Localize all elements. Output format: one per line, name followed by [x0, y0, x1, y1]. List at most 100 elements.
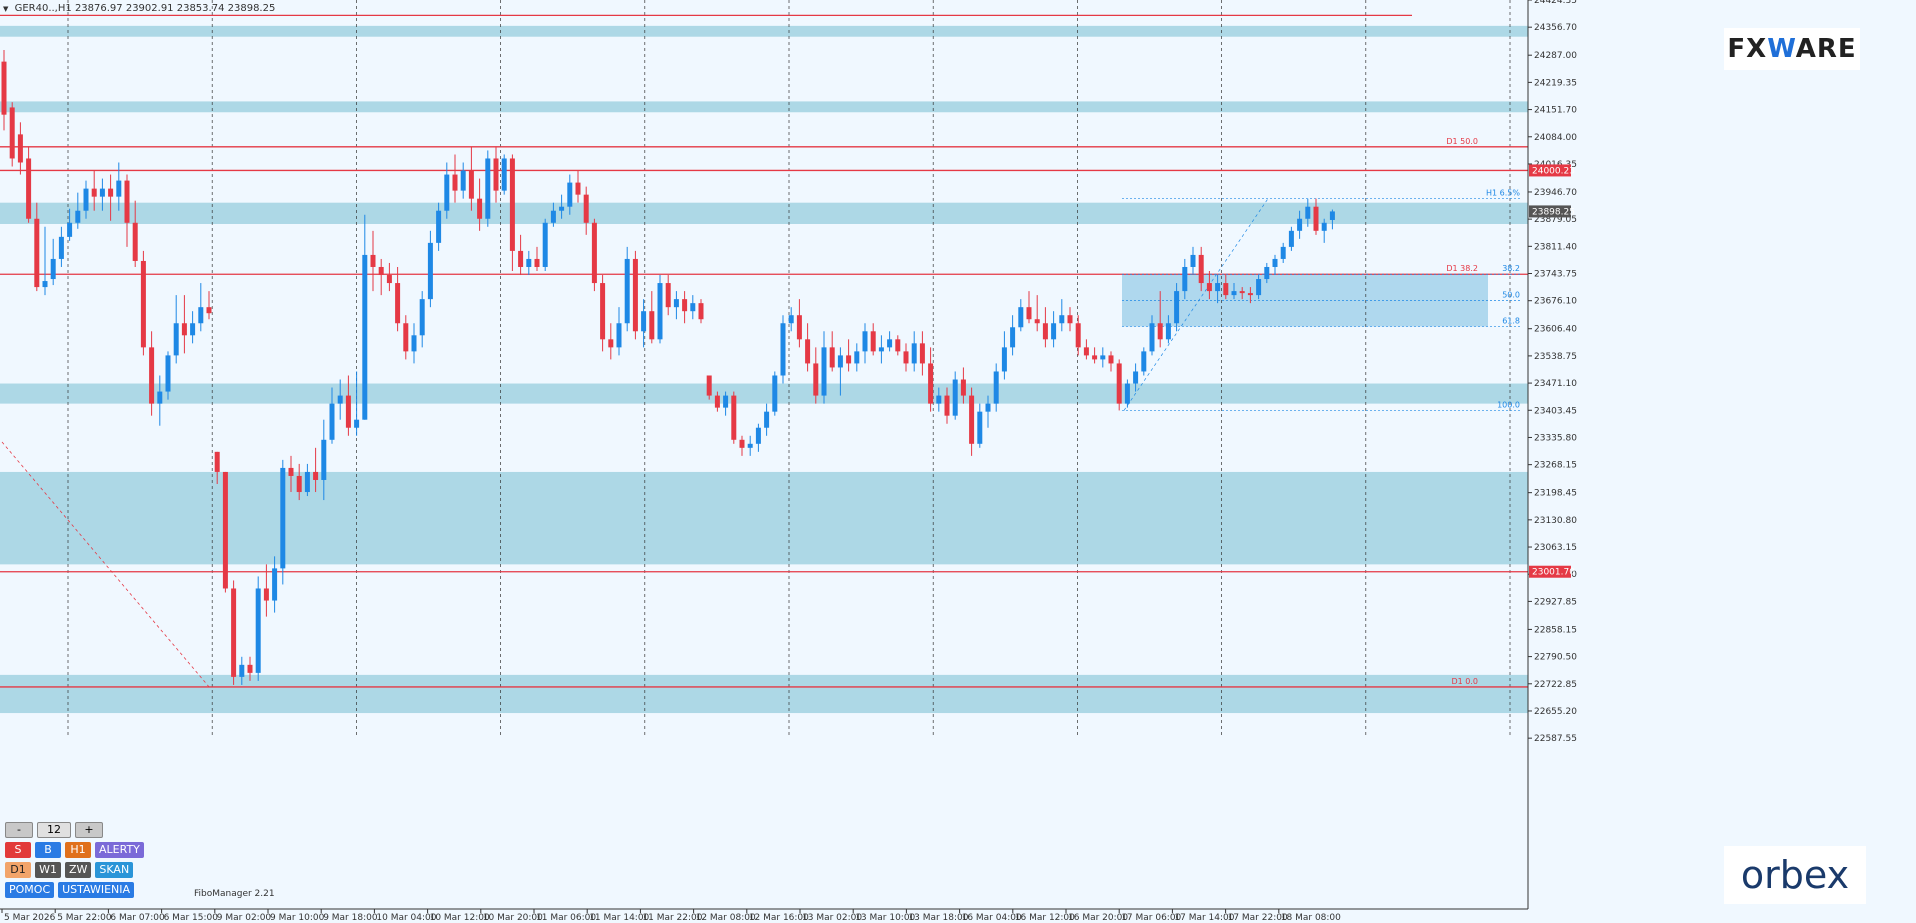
bull-candle — [862, 331, 868, 352]
bear-candle — [534, 258, 540, 267]
time-tick-label: 11 Mar 14:00 — [589, 913, 649, 923]
price-axis-background — [1528, 0, 1916, 923]
time-tick-label: 9 Mar 02:00 — [217, 913, 272, 923]
bear-candle — [649, 311, 655, 340]
bear-candle — [181, 323, 187, 336]
price-tick-label: 22722.85 — [1534, 680, 1577, 690]
zw-button[interactable]: ZW — [65, 862, 92, 878]
bull-candle — [764, 411, 770, 428]
bear-candle — [1092, 355, 1098, 360]
orbex-logo-text: orbex — [1740, 853, 1850, 897]
bull-candle — [67, 222, 73, 237]
decrease-button[interactable]: - — [5, 822, 33, 838]
increase-button[interactable]: + — [75, 822, 103, 838]
bear-candle — [805, 339, 811, 364]
time-tick-label: 16 Mar 04:00 — [962, 913, 1022, 923]
price-tick-label: 23063.15 — [1534, 543, 1577, 553]
fib-level-label: 61.8 — [1502, 316, 1520, 325]
bear-candle — [1042, 323, 1048, 340]
level-label: D1 38.2 — [1446, 264, 1478, 273]
bear-candle — [583, 194, 589, 223]
bull-candle — [42, 281, 48, 288]
price-tick-label: 22790.50 — [1534, 653, 1577, 663]
bull-candle — [1264, 266, 1270, 280]
price-tick-label: 23811.40 — [1534, 242, 1577, 252]
h1-timeframe-button[interactable]: H1 — [65, 842, 91, 858]
bear-candle — [386, 275, 392, 284]
bull-candle — [50, 258, 56, 280]
bear-candle — [9, 107, 15, 159]
bull-candle — [747, 443, 753, 448]
price-tick-label: 23130.80 — [1534, 516, 1577, 526]
fib-level-label: H1 6.5% — [1486, 189, 1520, 198]
time-axis: 5 Mar 2026 5 Mar 22:006 Mar 07:006 Mar 15… — [0, 908, 1528, 923]
bull-candle — [542, 222, 548, 267]
bull-candle — [1182, 266, 1188, 292]
bear-candle — [493, 158, 499, 191]
bull-candle — [501, 158, 507, 191]
fib-trend-line — [1123, 198, 1269, 411]
bear-candle — [944, 395, 950, 416]
chart-header: ▼ GER40..,H1 23876.97 23902.91 23853.74 … — [3, 3, 275, 14]
bear-candle — [1075, 323, 1081, 348]
bull-candle — [329, 403, 335, 440]
bear-candle — [600, 283, 606, 340]
stepper-value[interactable]: 12 — [37, 822, 71, 838]
bull-candle — [821, 347, 827, 396]
bull-candle — [1165, 323, 1171, 340]
time-tick-label: 12 Mar 16:00 — [749, 913, 809, 923]
price-tick-label: 22655.20 — [1534, 707, 1577, 717]
symbol-label: GER40..,H1 — [14, 3, 72, 14]
price-tick-label: 23538.75 — [1534, 352, 1577, 362]
bull-candle — [411, 335, 417, 352]
price-tick-label: 23743.75 — [1534, 270, 1577, 280]
bear-candle — [477, 198, 483, 219]
time-tick-label: 5 Mar 2026 — [4, 913, 56, 923]
w1-timeframe-button[interactable]: W1 — [35, 862, 61, 878]
bull-candle — [977, 411, 983, 444]
bull-candle — [190, 323, 196, 336]
price-tick-label: 24424.35 — [1534, 0, 1577, 6]
time-tick-label: 17 Mar 14:00 — [1174, 913, 1234, 923]
d1-timeframe-button[interactable]: D1 — [5, 862, 31, 878]
price-tick-label: 24219.35 — [1534, 78, 1577, 88]
bear-candle — [706, 375, 712, 396]
bull-candle — [1001, 347, 1007, 372]
time-tick-label: 13 Mar 02:00 — [802, 913, 862, 923]
bull-candle — [1288, 230, 1294, 247]
price-tick-label: 22858.15 — [1534, 625, 1577, 635]
bear-candle — [288, 467, 294, 476]
bull-candle — [788, 315, 794, 324]
button-row-1: S B H1 ALERTY — [5, 842, 144, 858]
bear-candle — [214, 451, 220, 472]
time-tick-label: 16 Mar 12:00 — [1015, 913, 1075, 923]
bear-candle — [960, 379, 966, 396]
bear-candle — [1116, 363, 1122, 404]
bear-candle — [632, 258, 638, 332]
price-tick-label: 24151.70 — [1534, 106, 1577, 116]
alerts-button[interactable]: ALERTY — [95, 842, 144, 858]
bear-candle — [263, 588, 269, 601]
settings-button[interactable]: USTAWIENIA — [58, 882, 135, 898]
bear-candle — [1157, 323, 1163, 340]
bear-candle — [1313, 206, 1319, 231]
sell-button[interactable]: S — [5, 842, 31, 858]
price-tick-label: 23471.10 — [1534, 379, 1577, 389]
bear-candle — [1198, 254, 1204, 284]
bear-candle — [140, 260, 146, 348]
buy-button[interactable]: B — [35, 842, 61, 858]
bull-candle — [673, 299, 679, 308]
time-axis-background — [0, 909, 1528, 923]
fxware-logo-accent: W — [1767, 34, 1796, 64]
scan-button[interactable]: SKAN — [95, 862, 134, 878]
bear-candle — [509, 158, 515, 251]
help-button[interactable]: POMOC — [5, 882, 55, 898]
bull-candle — [887, 339, 893, 348]
bear-candle — [1206, 283, 1212, 292]
bull-candle — [272, 568, 278, 601]
collapse-triangle-icon[interactable]: ▼ — [3, 5, 9, 13]
bull-candle — [837, 355, 843, 368]
orbex-logo: orbex — [1724, 846, 1866, 904]
current-price-tag-label: 23898.25 — [1532, 207, 1575, 217]
